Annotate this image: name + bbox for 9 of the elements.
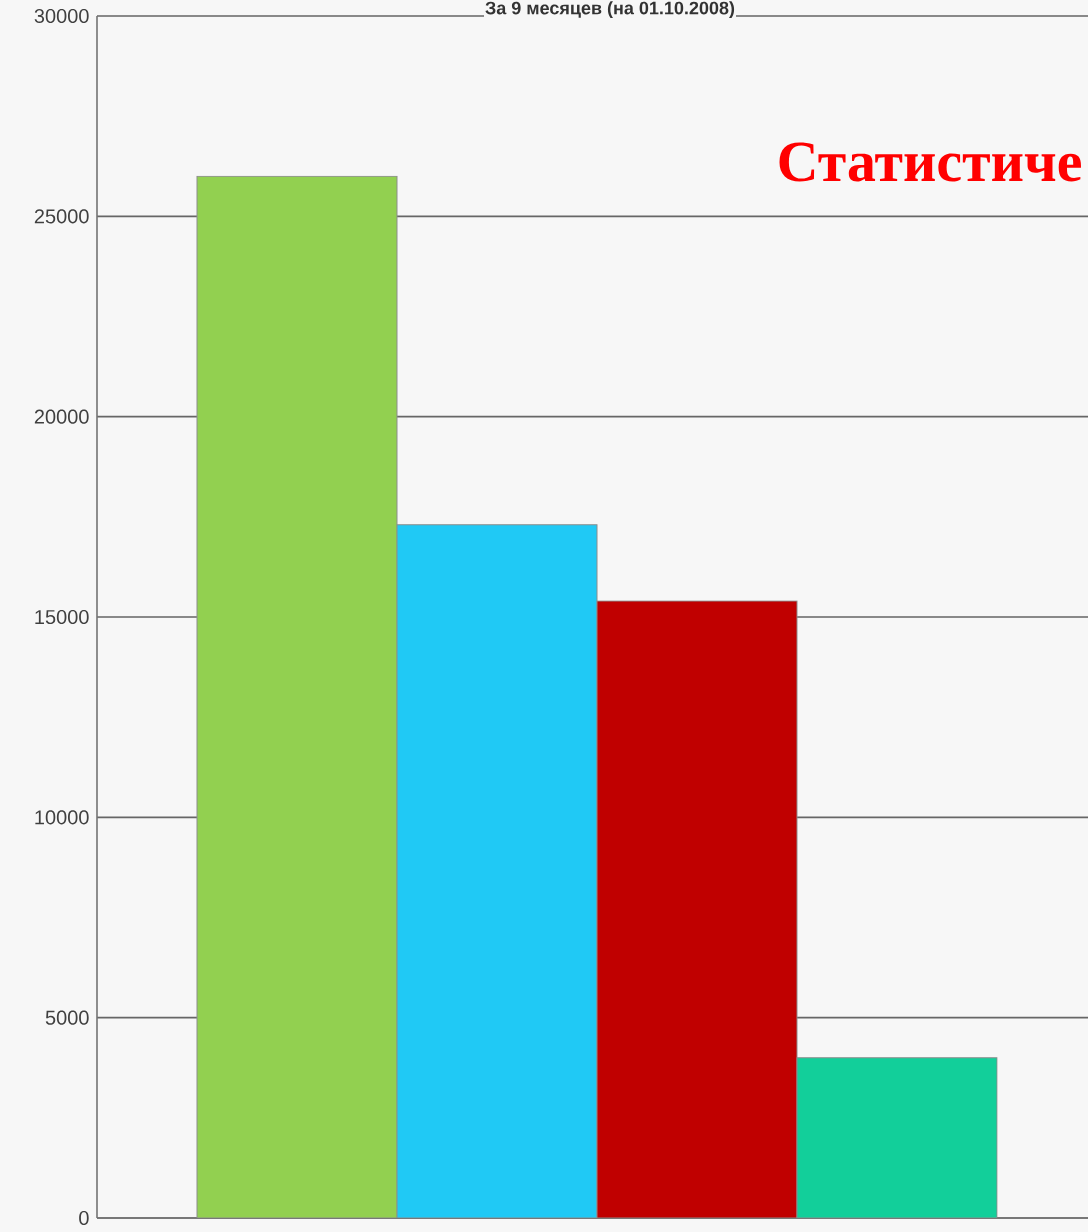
y-tick-label: 30000 <box>34 8 89 24</box>
y-tick-label: 25000 <box>34 209 89 224</box>
text: Статистиче <box>779 142 1081 182</box>
chart-subtitle: За 9 месяцев (на 01.10.2008) <box>485 1 735 18</box>
y-tick-label: 20000 <box>34 409 89 424</box>
y-tick-label: 10000 <box>35 810 89 825</box>
y-tick-label: 0 <box>79 1210 89 1226</box>
y-tick-label: 5000 <box>45 1010 89 1025</box>
y-tick-label: 15000 <box>35 609 89 625</box>
